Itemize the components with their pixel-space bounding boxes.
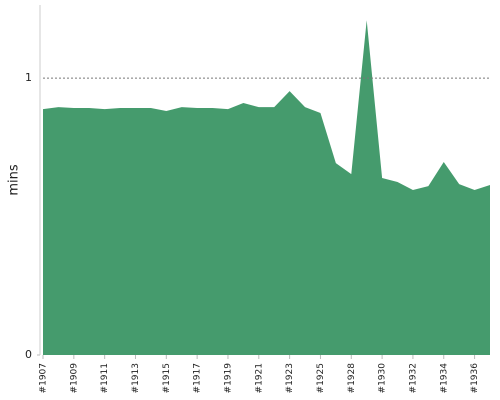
x-tick-label: #1911	[100, 363, 110, 393]
area	[43, 20, 490, 355]
x-tick-label: #1936	[470, 363, 480, 394]
x-tick-label: #1923	[285, 363, 295, 393]
x-tick-label: #1930	[378, 363, 388, 394]
x-tick-label: #1928	[347, 363, 357, 394]
x-tick-label: #1925	[316, 363, 326, 393]
x-tick-label: #1921	[254, 363, 264, 393]
x-tick-label: #1907	[39, 363, 49, 393]
x-tick-label: #1919	[223, 363, 233, 394]
x-tick-label: #1909	[69, 363, 79, 394]
x-tick-label: #1913	[131, 363, 141, 393]
x-tick-label: #1915	[162, 363, 172, 393]
y-tick-label: 0	[25, 348, 32, 361]
x-tick-label: #1934	[439, 363, 449, 394]
x-tick-label: #1917	[193, 363, 203, 393]
x-tick-label: #1932	[408, 363, 418, 393]
y-tick-label: 1	[25, 71, 32, 84]
y-axis-label: mins	[7, 164, 22, 196]
